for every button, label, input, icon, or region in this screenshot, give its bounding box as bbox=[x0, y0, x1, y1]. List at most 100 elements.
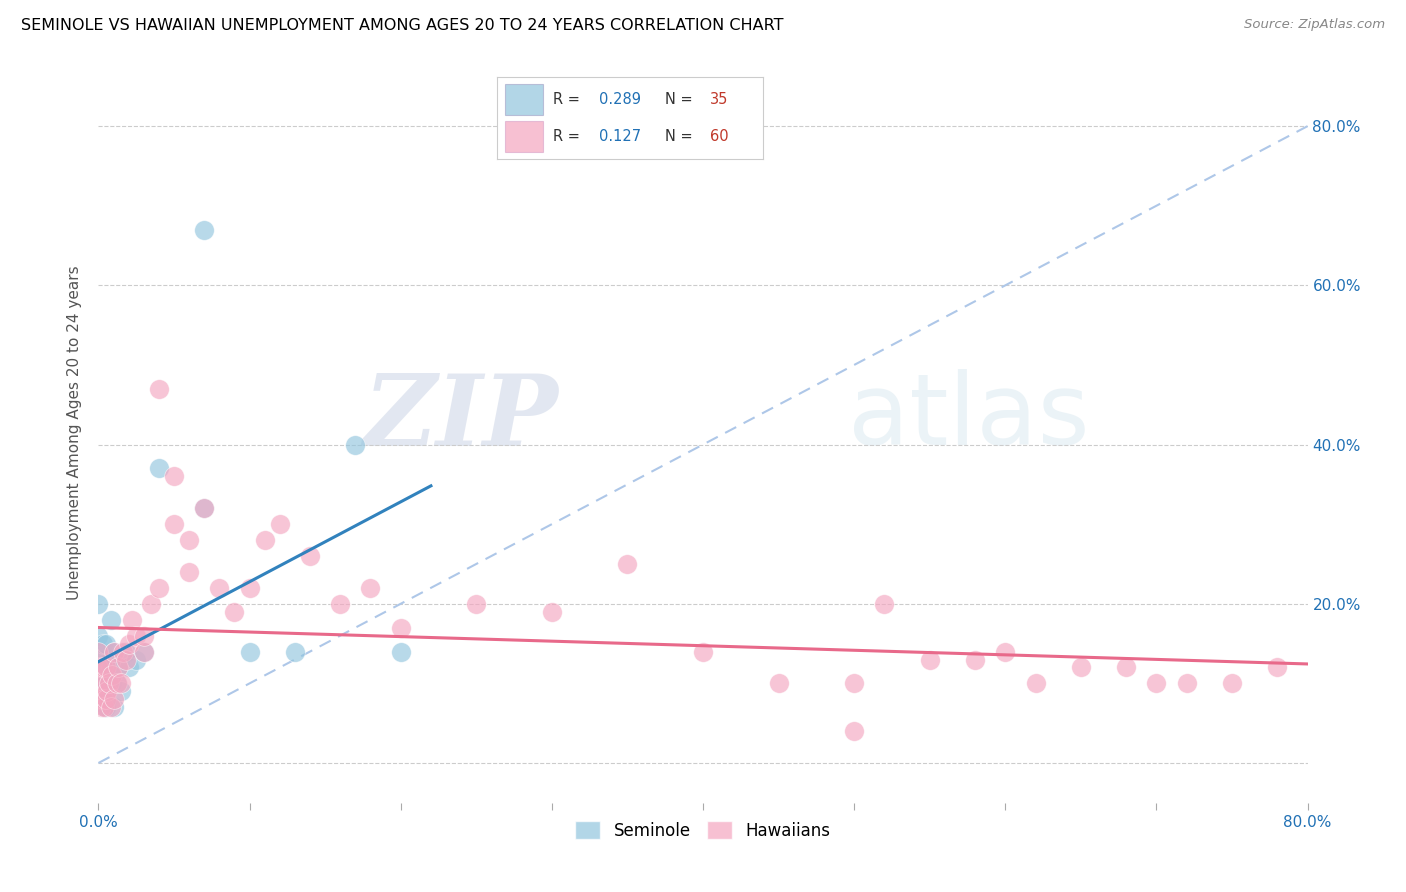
Point bbox=[98, 676, 121, 690]
Text: SEMINOLE VS HAWAIIAN UNEMPLOYMENT AMONG AGES 20 TO 24 YEARS CORRELATION CHART: SEMINOLE VS HAWAIIAN UNEMPLOYMENT AMONG … bbox=[21, 18, 783, 33]
Point bbox=[87, 660, 110, 674]
Point bbox=[114, 644, 136, 658]
Point bbox=[1115, 660, 1137, 674]
Point bbox=[100, 613, 122, 627]
Point bbox=[87, 676, 110, 690]
Point bbox=[148, 581, 170, 595]
Point bbox=[125, 629, 148, 643]
Point bbox=[873, 597, 896, 611]
Point bbox=[193, 501, 215, 516]
Point bbox=[90, 652, 112, 666]
Point bbox=[90, 676, 112, 690]
Text: atlas: atlas bbox=[848, 369, 1090, 467]
Point bbox=[179, 533, 201, 547]
Point bbox=[389, 621, 412, 635]
Point bbox=[360, 581, 382, 595]
Point bbox=[344, 437, 367, 451]
Text: ZIP: ZIP bbox=[363, 369, 558, 466]
Point bbox=[768, 676, 790, 690]
Point bbox=[103, 692, 125, 706]
Point bbox=[1220, 676, 1243, 690]
Point bbox=[269, 517, 291, 532]
Point bbox=[87, 644, 110, 658]
Point bbox=[103, 700, 125, 714]
Point bbox=[844, 676, 866, 690]
Point bbox=[239, 581, 262, 595]
Point bbox=[100, 700, 122, 714]
Point bbox=[93, 700, 115, 714]
Text: Source: ZipAtlas.com: Source: ZipAtlas.com bbox=[1244, 18, 1385, 31]
Point bbox=[90, 700, 112, 714]
Point bbox=[91, 684, 114, 698]
Point bbox=[114, 652, 136, 666]
Point bbox=[844, 724, 866, 739]
Point bbox=[163, 469, 186, 483]
Point bbox=[132, 629, 155, 643]
Point bbox=[94, 637, 117, 651]
Point bbox=[299, 549, 322, 563]
Point bbox=[125, 652, 148, 666]
Point bbox=[87, 660, 110, 674]
Point bbox=[1024, 676, 1046, 690]
Point bbox=[94, 676, 117, 690]
Point bbox=[253, 533, 276, 547]
Point bbox=[90, 676, 112, 690]
Point bbox=[110, 676, 132, 690]
Point bbox=[224, 605, 246, 619]
Point bbox=[93, 660, 115, 674]
Point bbox=[965, 652, 987, 666]
Point bbox=[101, 676, 124, 690]
Point bbox=[105, 676, 128, 690]
Point bbox=[1144, 676, 1167, 690]
Point bbox=[329, 597, 352, 611]
Point bbox=[90, 692, 112, 706]
Point bbox=[1267, 660, 1289, 674]
Point bbox=[100, 660, 122, 674]
Point bbox=[193, 501, 215, 516]
Point bbox=[87, 692, 110, 706]
Point bbox=[94, 692, 117, 706]
Point bbox=[118, 637, 141, 651]
Point bbox=[616, 557, 638, 571]
Point bbox=[94, 660, 117, 674]
Point bbox=[193, 222, 215, 236]
Point bbox=[132, 644, 155, 658]
Point bbox=[994, 644, 1017, 658]
Point bbox=[918, 652, 941, 666]
Point bbox=[96, 692, 118, 706]
Point bbox=[121, 613, 143, 627]
Point bbox=[93, 700, 115, 714]
Point bbox=[91, 637, 114, 651]
Point bbox=[96, 684, 118, 698]
Point bbox=[132, 644, 155, 658]
Point bbox=[465, 597, 488, 611]
Point bbox=[107, 660, 129, 674]
Point bbox=[239, 644, 262, 658]
Point bbox=[110, 684, 132, 698]
Point bbox=[105, 676, 128, 690]
Point bbox=[94, 700, 117, 714]
Point bbox=[91, 692, 114, 706]
Point bbox=[163, 517, 186, 532]
Point bbox=[540, 605, 562, 619]
Point bbox=[1175, 676, 1198, 690]
Point bbox=[148, 382, 170, 396]
Y-axis label: Unemployment Among Ages 20 to 24 years: Unemployment Among Ages 20 to 24 years bbox=[67, 265, 83, 600]
Point bbox=[87, 676, 110, 690]
Point bbox=[284, 644, 307, 658]
Point bbox=[87, 629, 110, 643]
Point bbox=[87, 597, 110, 611]
Point bbox=[1070, 660, 1092, 674]
Point bbox=[87, 644, 110, 658]
Point bbox=[98, 676, 121, 690]
Point bbox=[692, 644, 714, 658]
Point bbox=[103, 644, 125, 658]
Point bbox=[208, 581, 231, 595]
Point bbox=[101, 668, 124, 682]
Legend: Seminole, Hawaiians: Seminole, Hawaiians bbox=[568, 814, 838, 847]
Point bbox=[103, 644, 125, 658]
Point bbox=[179, 565, 201, 579]
Point bbox=[118, 660, 141, 674]
Point bbox=[107, 660, 129, 674]
Point bbox=[91, 660, 114, 674]
